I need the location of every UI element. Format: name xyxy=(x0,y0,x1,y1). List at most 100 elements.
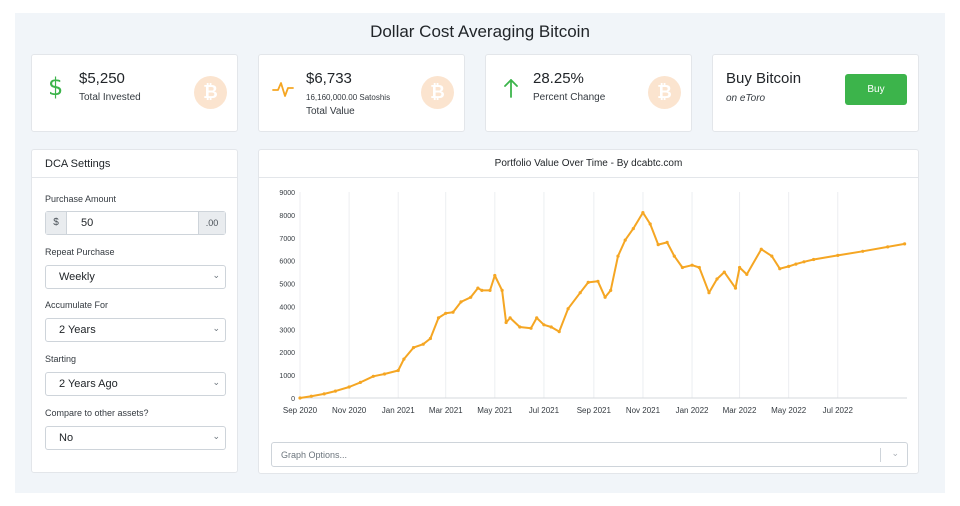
purchase-amount-label: Purchase Amount xyxy=(45,194,117,204)
data-point xyxy=(648,222,652,226)
starting-select[interactable]: 2 Years Ago ⌄ xyxy=(45,372,226,396)
graph-options-select[interactable]: Graph Options... ⌄ xyxy=(271,442,908,467)
dca-settings-header: DCA Settings xyxy=(32,150,237,178)
currency-prefix: $ xyxy=(46,212,67,234)
total-value: $6,733 xyxy=(306,70,352,87)
data-point xyxy=(542,323,546,327)
x-tick-label: Mar 2021 xyxy=(429,406,463,415)
compare-assets-value: No xyxy=(59,432,74,444)
buy-button[interactable]: Buy xyxy=(845,74,907,105)
percent-change-value: 28.25% xyxy=(533,70,584,87)
x-tick-label: May 2021 xyxy=(477,406,513,415)
x-tick-label: Mar 2022 xyxy=(723,406,757,415)
total-value-card: $6,733 16,160,000.00 Satoshis Total Valu… xyxy=(258,54,465,132)
purchase-amount-input[interactable]: $ 50 .00 xyxy=(45,211,226,235)
bitcoin-icon: ₿ xyxy=(421,76,454,109)
chevron-down-icon: ⌄ xyxy=(212,323,220,333)
y-tick-label: 5000 xyxy=(279,282,295,289)
data-point xyxy=(586,280,590,284)
data-point xyxy=(549,325,553,329)
arrow-up-icon xyxy=(504,79,518,98)
y-tick-label: 9000 xyxy=(279,190,295,197)
y-tick-label: 4000 xyxy=(279,304,295,311)
x-tick-label: Sep 2020 xyxy=(283,406,318,415)
repeat-purchase-select[interactable]: Weekly ⌄ xyxy=(45,265,226,289)
data-point xyxy=(680,265,684,270)
data-point xyxy=(616,254,620,258)
data-point xyxy=(836,253,840,257)
compare-assets-select[interactable]: No ⌄ xyxy=(45,426,226,450)
accumulate-for-select[interactable]: 2 Years ⌄ xyxy=(45,318,226,342)
data-point xyxy=(347,385,351,389)
x-tick-label: Sep 2021 xyxy=(577,406,612,415)
data-point xyxy=(333,389,337,393)
data-point xyxy=(672,254,676,258)
x-tick-label: May 2022 xyxy=(771,406,807,415)
satoshis-value: 16,160,000.00 Satoshis xyxy=(306,93,391,102)
data-point xyxy=(596,279,600,283)
data-point xyxy=(322,392,326,396)
y-tick-label: 0 xyxy=(291,396,295,403)
percent-change-card: 28.25% Percent Change ₿ xyxy=(485,54,692,132)
data-point xyxy=(476,286,480,290)
y-tick-label: 6000 xyxy=(279,259,295,266)
page-title: Dollar Cost Averaging Bitcoin xyxy=(370,22,590,41)
chevron-down-icon: ⌄ xyxy=(212,270,220,280)
pulse-icon xyxy=(272,82,294,97)
data-point xyxy=(436,316,441,320)
x-tick-label: Nov 2020 xyxy=(332,406,367,415)
data-point xyxy=(535,316,539,320)
data-point xyxy=(707,291,711,295)
total-value-label: Total Value xyxy=(306,106,355,117)
data-point xyxy=(396,368,400,373)
data-point xyxy=(631,227,635,231)
data-point xyxy=(444,311,448,315)
data-point xyxy=(504,320,508,325)
data-point xyxy=(480,288,484,292)
percent-change-label: Percent Change xyxy=(533,92,606,103)
data-point xyxy=(745,272,749,276)
data-point xyxy=(578,291,582,295)
compare-assets-label: Compare to other assets? xyxy=(45,408,149,418)
data-point xyxy=(794,262,798,266)
data-point xyxy=(421,342,425,346)
data-point xyxy=(802,260,806,264)
x-tick-label: Jul 2022 xyxy=(823,406,854,415)
data-point xyxy=(382,372,387,376)
x-tick-label: Jan 2022 xyxy=(676,406,709,415)
data-point xyxy=(488,288,492,292)
graph-options-placeholder: Graph Options... xyxy=(281,450,348,460)
data-point xyxy=(557,330,561,334)
chevron-down-icon[interactable]: ⌄ xyxy=(891,448,899,458)
data-point xyxy=(518,325,522,329)
buy-bitcoin-card: Buy Bitcoin on eToro Buy xyxy=(712,54,919,132)
purchase-amount-value[interactable]: 50 xyxy=(81,217,94,229)
data-point xyxy=(493,273,497,278)
data-point xyxy=(787,264,791,268)
data-point xyxy=(886,245,890,249)
chart-header: Portfolio Value Over Time - By dcabtc.co… xyxy=(259,150,918,178)
y-tick-label: 3000 xyxy=(279,327,295,334)
data-point xyxy=(861,249,865,253)
total-invested-label: Total Invested xyxy=(79,92,141,103)
data-point xyxy=(665,240,669,244)
data-point xyxy=(697,265,701,270)
data-point xyxy=(733,286,738,290)
data-point xyxy=(459,300,463,304)
chart-title: Portfolio Value Over Time - By dcabtc.co… xyxy=(494,158,683,169)
bitcoin-icon: ₿ xyxy=(648,76,681,109)
x-tick-label: Nov 2021 xyxy=(626,406,661,415)
data-point xyxy=(812,257,816,262)
data-point xyxy=(309,394,313,398)
portfolio-value-line xyxy=(299,211,905,399)
data-point xyxy=(690,263,694,267)
data-point xyxy=(371,374,375,378)
starting-value: 2 Years Ago xyxy=(59,378,118,390)
buy-bitcoin-title: Buy Bitcoin xyxy=(726,70,802,87)
data-point xyxy=(566,307,570,311)
accumulate-for-value: 2 Years xyxy=(59,324,96,336)
buy-bitcoin-subtitle: on eToro xyxy=(726,93,766,104)
data-point xyxy=(358,380,362,384)
data-point xyxy=(603,295,607,299)
portfolio-chart: Sep 2020 Nov 2020 Jan 2021 Mar 2021 May 2021… xyxy=(279,190,907,415)
